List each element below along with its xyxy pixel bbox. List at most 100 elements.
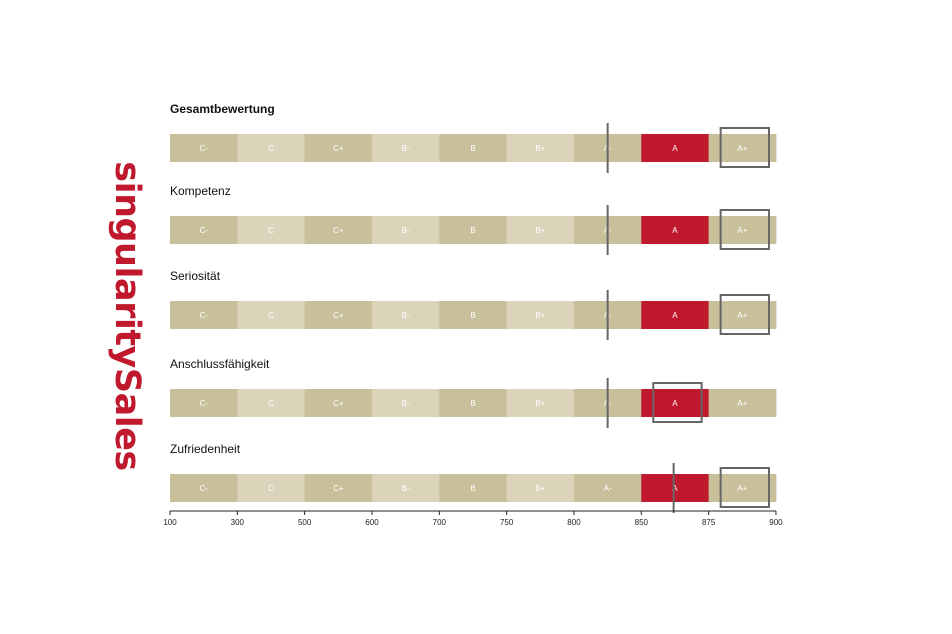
grade-label: B-: [402, 144, 410, 153]
grade-label: C: [268, 484, 274, 493]
tick-label: 700: [433, 518, 447, 527]
grade-label: A: [672, 399, 678, 408]
grade-segment: [641, 216, 710, 244]
grade-label: C: [268, 226, 274, 235]
grade-label: B: [470, 311, 475, 320]
grade-segment: [371, 216, 440, 244]
grade-segment: [237, 134, 306, 162]
grade-segment: [304, 389, 373, 417]
grade-label: B+: [535, 484, 545, 493]
grade-label: B-: [402, 311, 410, 320]
grade-segment: [506, 301, 575, 329]
tick-label: 300: [231, 518, 245, 527]
grade-segment: [304, 216, 373, 244]
grade-segment: [304, 301, 373, 329]
grade-label: B-: [402, 484, 410, 493]
grade-label: B: [470, 144, 475, 153]
grade-segment: [237, 216, 306, 244]
grade-segment: [371, 134, 440, 162]
grade-label: A: [672, 484, 678, 493]
grade-segment: [170, 134, 238, 162]
grade-segment: [170, 216, 238, 244]
grade-label: C+: [333, 484, 344, 493]
grade-label: A: [672, 311, 678, 320]
grade-label: A+: [737, 144, 747, 153]
grade-label: B: [470, 226, 475, 235]
grade-segment: [641, 474, 710, 502]
tick-label: 600: [365, 518, 379, 527]
grade-label: C: [268, 311, 274, 320]
grade-label: B-: [402, 399, 410, 408]
target-bracket: [719, 209, 770, 250]
grade-label: B: [470, 399, 475, 408]
grade-label: C: [268, 399, 274, 408]
target-bracket: [652, 382, 703, 423]
tick-label: 500: [298, 518, 312, 527]
grade-label: C+: [333, 144, 344, 153]
grade-segment: [506, 134, 575, 162]
row-title: Seriosität: [170, 269, 221, 283]
target-bracket: [719, 467, 770, 508]
grade-label: A+: [737, 311, 747, 320]
tick-label: 900: [769, 518, 783, 527]
row-title: Gesamtbewertung: [170, 102, 275, 116]
grade-label: A+: [737, 226, 747, 235]
grade-segment: [506, 474, 575, 502]
tick-label: 875: [702, 518, 716, 527]
grade-segment: [170, 474, 238, 502]
grade-segment: [439, 216, 508, 244]
grade-segment: [641, 301, 710, 329]
grade-label: C-: [199, 144, 208, 153]
grade-segment: [170, 389, 238, 417]
grade-label: A: [672, 226, 678, 235]
rating-rows: Gesamtbewertung C- C C+ B- B B+ A- A A+ Kompetenz C…: [170, 102, 777, 513]
grade-segment: [237, 301, 306, 329]
grade-segment: [506, 389, 575, 417]
grade-segment: [304, 134, 373, 162]
rating-row: Zufriedenheit C- C C+ B- B B+ A- A A+: [170, 442, 777, 513]
grade-segment: [439, 474, 508, 502]
grade-segment: [170, 301, 238, 329]
grade-label: B: [470, 484, 475, 493]
grade-label: A-: [604, 484, 612, 493]
grade-label: C-: [199, 311, 208, 320]
grade-label: C-: [199, 399, 208, 408]
grade-segment: [304, 474, 373, 502]
target-bracket: [719, 294, 770, 335]
row-title: Kompetenz: [170, 184, 231, 198]
grade-label: A: [672, 144, 678, 153]
grade-segment: [573, 474, 642, 502]
grade-label: A+: [737, 484, 747, 493]
grade-segment: [237, 474, 306, 502]
grade-label: A+: [737, 399, 747, 408]
grade-label: C-: [199, 484, 208, 493]
grade-segment: [641, 134, 710, 162]
grade-label: C+: [333, 311, 344, 320]
target-bracket: [719, 127, 770, 168]
grade-segment: [371, 301, 440, 329]
grade-segment: [371, 389, 440, 417]
x-axis: 100 300 500 600 700 750 800 850 875 900: [163, 510, 783, 527]
grade-segment: [237, 389, 306, 417]
grade-segment: [439, 389, 508, 417]
grade-label: C+: [333, 226, 344, 235]
grade-segment: [439, 134, 508, 162]
grade-label: C+: [333, 399, 344, 408]
tick-label: 800: [567, 518, 581, 527]
row-title: Anschlussfähigkeit: [170, 357, 270, 371]
grade-segment: [439, 301, 508, 329]
grade-label: B+: [535, 399, 545, 408]
grade-segment: [371, 474, 440, 502]
grade-label: B-: [402, 226, 410, 235]
tick-label: 750: [500, 518, 514, 527]
grade-segment: [708, 389, 777, 417]
row-title: Zufriedenheit: [170, 442, 241, 456]
grade-label: B+: [535, 144, 545, 153]
grade-label: C: [268, 144, 274, 153]
grade-label: B+: [535, 226, 545, 235]
